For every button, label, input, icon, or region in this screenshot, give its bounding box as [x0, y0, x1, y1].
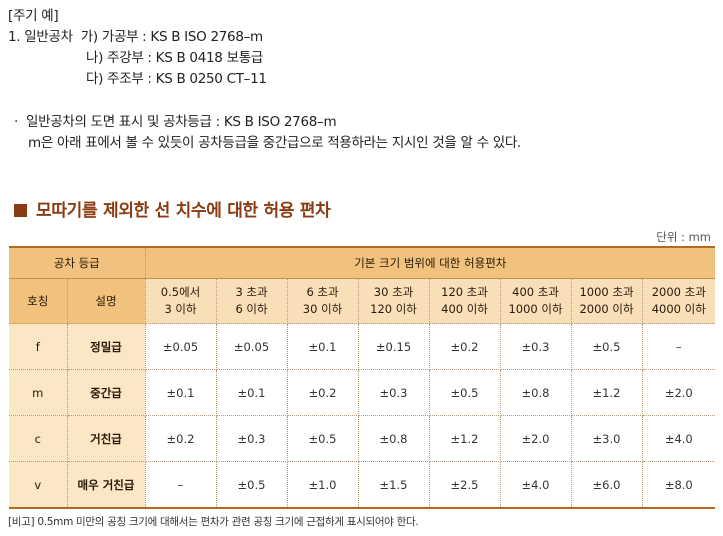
desc-header: 설명 [67, 278, 146, 324]
tolerance-cell: ±0.5 [429, 369, 501, 416]
square-bullet-icon [14, 204, 27, 217]
tolerance-cell: ±0.5 [287, 415, 359, 462]
tolerance-cell: ±0.2 [145, 415, 217, 462]
range-header-cell: 400 초과 1000 이하 [500, 278, 572, 324]
unit-label: 단위 : mm [656, 230, 711, 244]
range-line1: 120 초과 [441, 285, 488, 299]
range-line2: 3 이하 [164, 302, 197, 316]
tolerance-cell: ±1.5 [358, 461, 430, 509]
notes-bullet-1-text: 일반공차의 도면 표시 및 공차등급 : KS B ISO 2768–m [25, 114, 337, 130]
tolerance-cell: ±1.0 [287, 461, 359, 509]
grade-description: 거친급 [67, 415, 146, 462]
notes-title: [주기 예] [8, 8, 59, 24]
class-header: 공차 등급 [9, 247, 146, 279]
tolerance-table: 공차 등급 기본 크기 범위에 대한 허용편차 호칭 설명 0.5에서 3 이하 … [9, 246, 716, 509]
tolerance-cell: ±1.2 [429, 415, 501, 462]
grade-description: 매우 거친급 [67, 461, 146, 509]
tolerance-cell: ±2.5 [429, 461, 501, 509]
footnote: [비고] 0.5mm 미만의 공칭 크기에 대해서는 편차가 관련 공칭 크기에… [8, 516, 419, 528]
range-line2: 6 이하 [235, 302, 268, 316]
notes-line1-item: 가) 가공부 : KS B ISO 2768–m [80, 29, 263, 45]
table-row-m: m 중간급 ±0.1 ±0.1 ±0.2 ±0.3 ±0.5 ±0.8 ±1.2… [9, 369, 716, 416]
tolerance-cell: ±0.2 [287, 369, 359, 416]
range-header-cell: 0.5에서 3 이하 [145, 278, 217, 324]
bullet-marker: · [14, 114, 18, 130]
grade-description: 정밀급 [67, 323, 146, 370]
table-row-f: f 정밀급 ±0.05 ±0.05 ±0.1 ±0.15 ±0.2 ±0.3 ±… [9, 323, 716, 370]
tolerance-cell: ±6.0 [571, 461, 643, 509]
range-header-cell: 30 초과 120 이하 [358, 278, 430, 324]
range-line1: 0.5에서 [160, 285, 201, 299]
grade-code: m [9, 369, 68, 416]
range-header-cell: 6 초과 30 이하 [287, 278, 359, 324]
range-line1: 2000 초과 [651, 285, 706, 299]
notes-line-3: 다) 주조부 : KS B 0250 CT–11 [86, 71, 267, 87]
range-header-cell: 120 초과 400 이하 [429, 278, 501, 324]
grade-code: v [9, 461, 68, 509]
notes-line-1: 1. 일반공차 가) 가공부 : KS B ISO 2768–m [8, 27, 521, 48]
table-row-v: v 매우 거친급 – ±0.5 ±1.0 ±1.5 ±2.5 ±4.0 ±6.0… [9, 461, 716, 509]
tolerance-cell: ±0.05 [145, 323, 217, 370]
section-title: 모따기를 제외한 선 치수에 대한 허용 편차 [14, 196, 331, 221]
tolerance-cell: – [145, 461, 217, 509]
range-line2: 400 이하 [441, 302, 488, 316]
tolerance-cell: ±0.1 [216, 369, 288, 416]
tolerance-cell: ±0.2 [429, 323, 501, 370]
tolerance-cell: ±0.5 [571, 323, 643, 370]
tolerance-cell: ±4.0 [642, 415, 716, 462]
range-line2: 1000 이하 [508, 302, 563, 316]
range-line2: 30 이하 [302, 302, 343, 316]
tolerance-cell: ±0.05 [216, 323, 288, 370]
range-line1: 3 초과 [235, 285, 268, 299]
tolerance-cell: ±0.8 [500, 369, 572, 416]
tolerance-cell: ±0.15 [358, 323, 430, 370]
notes-bullet-1: · 일반공차의 도면 표시 및 공차등급 : KS B ISO 2768–m [8, 112, 521, 133]
tolerance-cell: ±4.0 [500, 461, 572, 509]
tolerance-cell: – [642, 323, 716, 370]
tolerance-cell: ±0.8 [358, 415, 430, 462]
tolerance-cell: ±0.3 [500, 323, 572, 370]
range-line1: 400 초과 [512, 285, 559, 299]
notes-line-2: 나) 주강부 : KS B 0418 보통급 [86, 50, 263, 66]
grade-code: f [9, 323, 68, 370]
tolerance-cell: ±0.3 [216, 415, 288, 462]
range-line2: 4000 이하 [651, 302, 706, 316]
range-header-cell: 2000 초과 4000 이하 [642, 278, 716, 324]
range-line1: 30 초과 [373, 285, 414, 299]
tolerance-cell: ±1.2 [571, 369, 643, 416]
range-header-cell: 1000 초과 2000 이하 [571, 278, 643, 324]
notes-bullet-2: m은 아래 표에서 볼 수 있듯이 공차등급을 중간급으로 적용하라는 지시인 … [28, 135, 521, 151]
range-line2: 120 이하 [370, 302, 417, 316]
tolerance-cell: ±0.1 [145, 369, 217, 416]
grade-description: 중간급 [67, 369, 146, 416]
tolerance-cell: ±2.0 [500, 415, 572, 462]
tolerance-cell: ±3.0 [571, 415, 643, 462]
tolerance-cell: ±0.1 [287, 323, 359, 370]
table-row-c: c 거친급 ±0.2 ±0.3 ±0.5 ±0.8 ±1.2 ±2.0 ±3.0… [9, 415, 716, 462]
tolerance-cell: ±0.3 [358, 369, 430, 416]
tolerance-cell: ±0.5 [216, 461, 288, 509]
range-header-cell: 3 초과 6 이하 [216, 278, 288, 324]
tolerance-cell: ±2.0 [642, 369, 716, 416]
section-title-text: 모따기를 제외한 선 치수에 대한 허용 편차 [36, 201, 331, 221]
range-line1: 6 초과 [306, 285, 339, 299]
code-header: 호칭 [9, 278, 68, 324]
notes-line1-prefix: 1. 일반공차 [8, 29, 73, 45]
tolerance-cell: ±8.0 [642, 461, 716, 509]
range-line1: 1000 초과 [579, 285, 634, 299]
notes-block: [주기 예] 1. 일반공차 가) 가공부 : KS B ISO 2768–m … [8, 6, 521, 154]
grade-code: c [9, 415, 68, 462]
range-header: 기본 크기 범위에 대한 허용편차 [145, 247, 716, 279]
range-line2: 2000 이하 [579, 302, 634, 316]
